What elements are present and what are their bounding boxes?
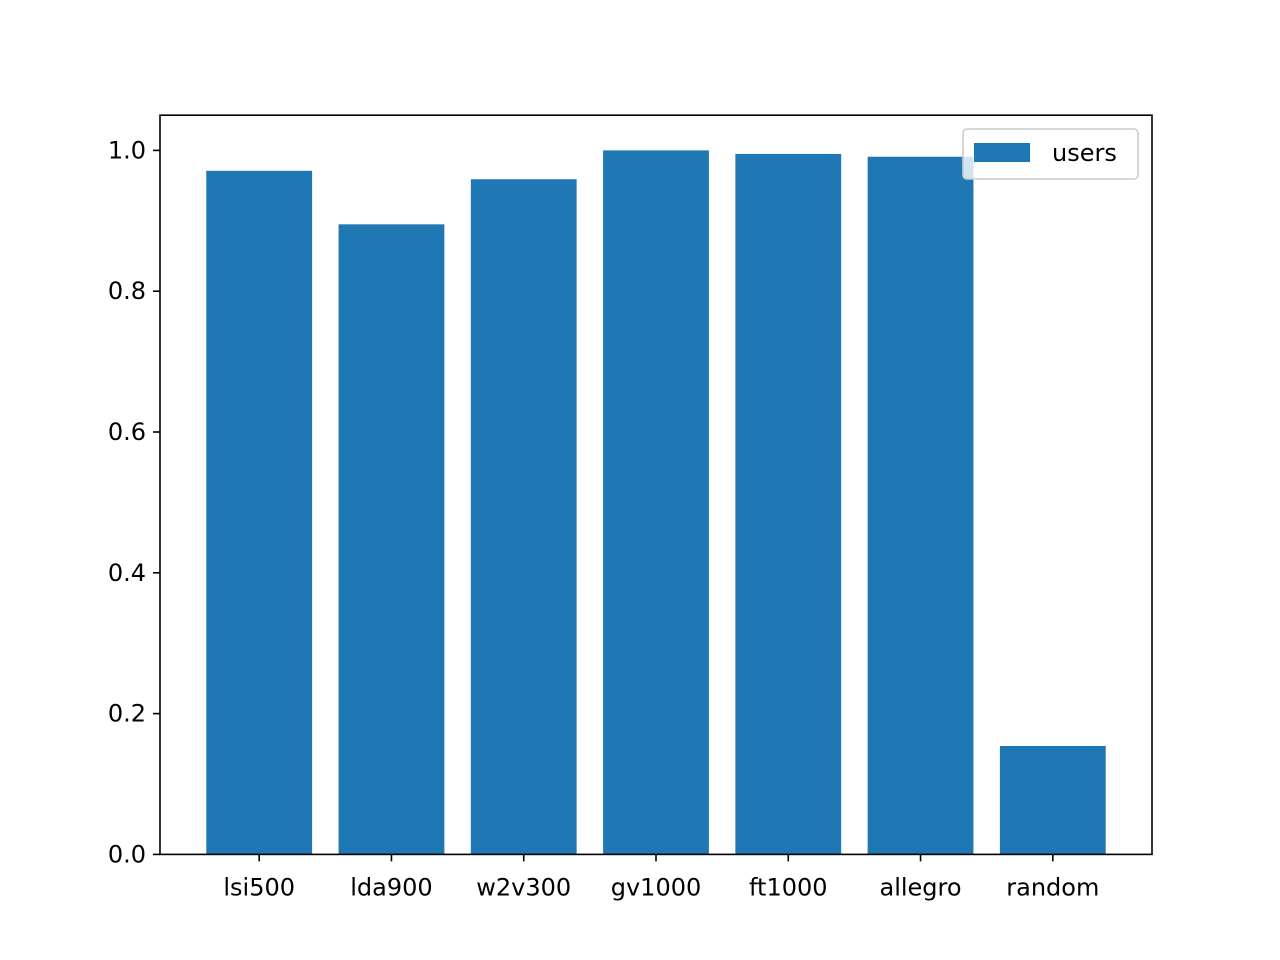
x-tick-label-lsi500: lsi500 (223, 873, 295, 901)
legend-label-users: users (1052, 139, 1117, 167)
legend: users (962, 128, 1139, 180)
bar-lsi500 (206, 170, 313, 855)
bar-lda900 (338, 224, 445, 855)
x-axis: lsi500 lda900 w2v300 gv1000 ft1000 allegro ran… (223, 854, 1099, 901)
bar-ft1000 (735, 153, 842, 855)
bar-gv1000 (603, 150, 709, 855)
y-tick-label: 0.6 (108, 418, 146, 446)
legend-swatch-users (974, 143, 1030, 162)
x-tick-label-gv1000: gv1000 (611, 873, 702, 901)
bars (206, 150, 1106, 855)
x-tick-label-w2v300: w2v300 (476, 873, 571, 901)
y-axis: 0.0 0.2 0.4 0.6 0.8 1.0 (108, 136, 160, 868)
y-tick-label: 0.8 (108, 277, 146, 305)
x-tick-label-allegro: allegro (879, 873, 961, 901)
y-tick-label: 0.4 (108, 559, 146, 587)
legend-frame (962, 128, 1139, 180)
y-tick-label: 0.2 (108, 700, 146, 728)
x-tick-label-random: random (1006, 873, 1099, 901)
y-tick-label: 1.0 (108, 136, 146, 164)
x-tick-label-ft1000: ft1000 (749, 873, 828, 901)
x-tick-label-lda900: lda900 (350, 873, 432, 901)
y-tick-label: 0.0 (108, 840, 146, 868)
bar-random (999, 745, 1106, 855)
bar-allegro (867, 156, 974, 855)
bar-w2v300 (470, 179, 577, 855)
